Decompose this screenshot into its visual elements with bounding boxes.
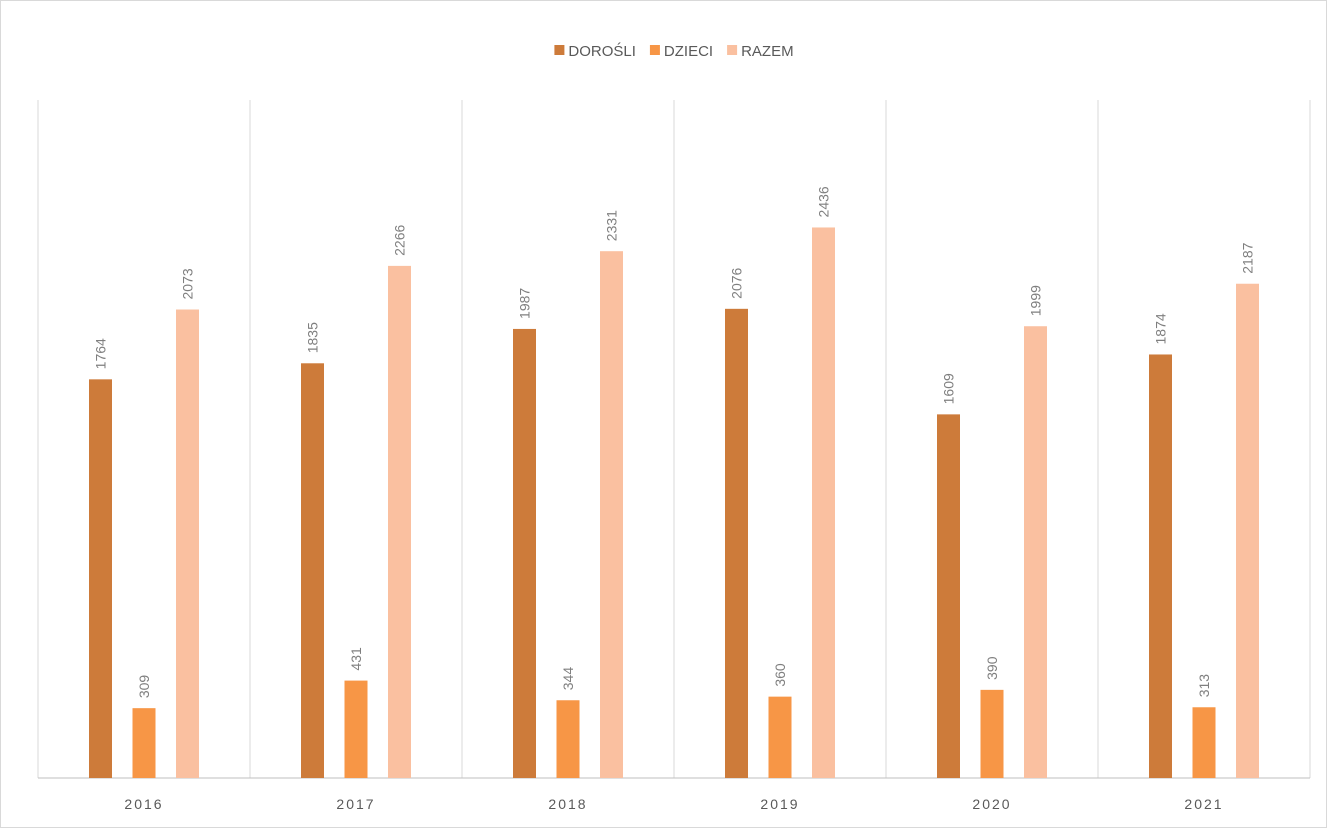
data-label: 431 — [348, 647, 364, 671]
data-label: 1609 — [941, 373, 957, 404]
bar — [725, 308, 748, 778]
legend-swatch — [727, 45, 738, 55]
bar — [1024, 326, 1047, 778]
x-tick-label: 2021 — [1184, 796, 1223, 812]
x-tick-label: 2017 — [336, 796, 375, 812]
x-tick-label: 2020 — [972, 796, 1011, 812]
data-label: 1874 — [1153, 313, 1169, 344]
data-label: 2436 — [816, 186, 832, 217]
bar — [301, 363, 324, 778]
data-label: 360 — [772, 663, 788, 687]
bar — [176, 309, 199, 778]
legend-label: RAZEM — [741, 43, 794, 60]
data-label: 309 — [136, 675, 152, 699]
data-label: 1987 — [517, 288, 533, 319]
legend-label: DOROŚLI — [568, 42, 636, 60]
data-label: 1764 — [93, 338, 109, 369]
legend-swatch — [649, 45, 660, 55]
x-tick-label: 2018 — [548, 796, 587, 812]
legend-swatch — [554, 45, 565, 55]
bar — [1149, 354, 1172, 778]
data-label: 2187 — [1240, 242, 1256, 273]
bar — [980, 689, 1004, 778]
bar — [513, 328, 536, 778]
bar — [768, 696, 792, 778]
bar — [344, 680, 368, 778]
data-label: 2331 — [604, 210, 620, 241]
bar — [1192, 707, 1216, 778]
data-label: 1835 — [305, 322, 321, 353]
data-label: 2076 — [729, 267, 745, 298]
data-label: 390 — [984, 656, 1000, 680]
bar — [812, 227, 835, 779]
data-label: 313 — [1196, 674, 1212, 698]
data-label: 344 — [560, 667, 576, 691]
data-label: 2073 — [180, 268, 196, 299]
data-label: 2266 — [392, 225, 408, 256]
bar — [132, 708, 156, 778]
bar — [556, 700, 580, 778]
bar — [600, 251, 623, 779]
bar — [937, 414, 960, 778]
data-label: 1999 — [1028, 285, 1044, 316]
bar — [1236, 283, 1259, 778]
x-tick-label: 2019 — [760, 796, 799, 812]
bar — [89, 379, 112, 778]
legend-label: DZIECI — [664, 43, 713, 60]
x-tick-label: 2016 — [124, 796, 163, 812]
bar — [388, 265, 411, 778]
